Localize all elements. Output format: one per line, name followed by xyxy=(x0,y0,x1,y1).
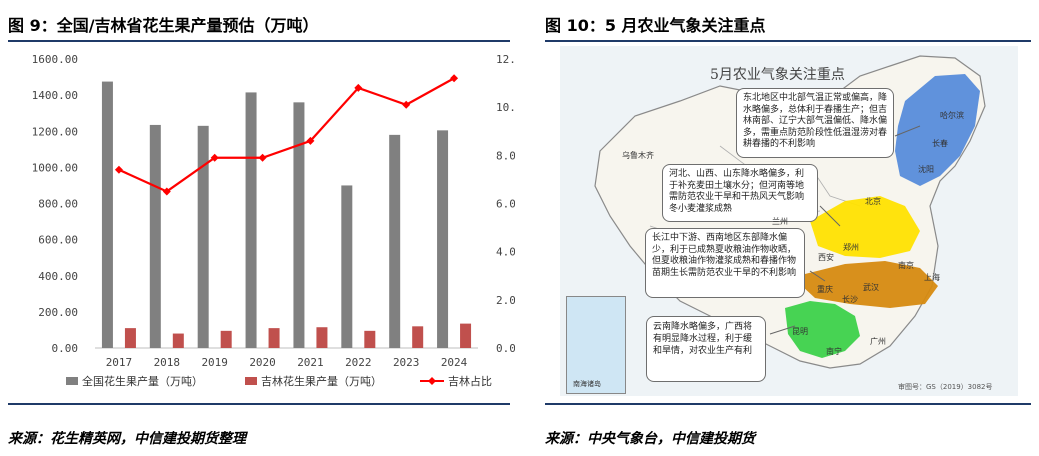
x-axis-tick-label: 2023 xyxy=(393,356,420,369)
place-xian: 西安 xyxy=(818,253,834,262)
southwest-region xyxy=(785,301,860,358)
right-figure-source: 来源：中央气象台，中信建投期货 xyxy=(545,431,755,447)
yangtze-annotation: 长江中下游、西南地区东部降水偏少，利于已成熟夏收粮油作物收晒，但夏收粮油作物灌浆… xyxy=(645,228,805,298)
right-figure-title: 图 10：5 月农业气象关注重点 xyxy=(545,16,766,35)
jilin-production-bar xyxy=(124,328,136,348)
left-title-rule xyxy=(8,40,510,42)
callout-pointers xyxy=(769,125,921,335)
right-axis-tick-label: 6.0% xyxy=(496,198,515,211)
northeast-region xyxy=(895,74,980,186)
peanut-production-chart: 0.00 200.00 400.00 600.00 800.00 1000.00 1200.… xyxy=(32,53,515,388)
jilin-production-bar xyxy=(460,323,472,348)
jilin-share-point xyxy=(162,187,171,196)
place-harbin: 哈尔滨 xyxy=(940,111,964,120)
jilin-share-point xyxy=(210,153,219,162)
x-axis-tick-label: 2017 xyxy=(106,356,133,369)
place-urumqi: 乌鲁木齐 xyxy=(622,151,654,160)
national-production-bar xyxy=(245,92,257,349)
place-nanning: 南宁 xyxy=(826,347,842,356)
place-shenyang: 沈阳 xyxy=(918,165,934,174)
right-axis-tick-label: 8.0% xyxy=(496,149,515,162)
legend-marker-share xyxy=(428,377,436,385)
jilin-production-bar xyxy=(364,330,376,348)
yangtze-region xyxy=(802,261,938,308)
jilin-share-point xyxy=(402,100,411,109)
north-china-annotation: 河北、山西、山东降水略偏多，利于补充麦田土壤水分；但河南等地需防范农业干旱和干热… xyxy=(662,164,818,222)
place-changchun: 长春 xyxy=(932,139,948,148)
left-axis-tick-label: 600.00 xyxy=(38,234,78,247)
left-figure-title: 图 9：全国/吉林省花生果产量预估（万吨） xyxy=(8,16,319,35)
right-bottom-rule xyxy=(545,403,1031,405)
inset-label: 南海诸岛 xyxy=(573,380,601,388)
map-title: 5月农业气象关注重点 xyxy=(710,67,845,83)
national-production-bar xyxy=(149,124,161,348)
place-zhengzhou: 郑州 xyxy=(843,243,859,252)
south-china-sea-inset: 南海诸岛 xyxy=(566,296,626,394)
left-figure-source: 来源：花生精英网，中信建投期货整理 xyxy=(8,431,246,447)
x-axis-tick-label: 2018 xyxy=(154,356,181,369)
jilin-production-bar xyxy=(316,327,328,348)
left-axis-tick-label: 800.00 xyxy=(38,198,78,211)
x-axis-tick-label: 2022 xyxy=(345,356,372,369)
national-production-bar xyxy=(341,185,353,348)
jilin-production-bar xyxy=(172,333,184,348)
place-lanzhou: 兰州 xyxy=(772,217,788,226)
legend-label-national: 全国花生果产量（万吨） xyxy=(82,374,203,388)
southwest-annotation: 云南降水略偏多，广西将有明显降水过程，利于缓和旱情，对农业生产有利 xyxy=(646,316,766,382)
jilin-production-bar xyxy=(412,326,424,348)
north-china-region xyxy=(810,196,920,258)
left-axis-tick-label: 1200.00 xyxy=(32,125,78,138)
national-production-bar xyxy=(101,81,113,348)
x-axis-tick-label: 2021 xyxy=(297,356,324,369)
national-production-bar xyxy=(389,134,401,348)
x-axis-tick-label: 2019 xyxy=(201,356,228,369)
jilin-share-point xyxy=(354,83,363,92)
national-production-bar xyxy=(293,102,305,348)
left-axis-tick-label: 0.00 xyxy=(52,342,79,355)
national-production-bar xyxy=(197,125,209,348)
right-axis-tick-label: 10.0% xyxy=(496,101,515,114)
legend-label-jilin: 吉林花生果产量（万吨） xyxy=(261,374,382,388)
map-approval-number: 审图号：GS（2019）3082号 xyxy=(898,383,993,391)
place-nanjing: 南京 xyxy=(898,261,914,270)
right-axis-tick-label: 12.0% xyxy=(496,53,515,66)
place-beijing: 北京 xyxy=(865,197,881,206)
left-axis-tick-label: 200.00 xyxy=(38,306,78,319)
right-axis-tick-label: 2.0% xyxy=(496,294,515,307)
place-kunming: 昆明 xyxy=(792,327,808,336)
jilin-share-point xyxy=(450,74,459,83)
national-production-bar xyxy=(437,130,449,348)
left-axis-tick-label: 1600.00 xyxy=(32,53,78,66)
right-axis-tick-label: 4.0% xyxy=(496,246,515,259)
legend-swatch-jilin xyxy=(245,377,257,385)
place-guangzhou: 广州 xyxy=(870,337,886,346)
x-axis-tick-label: 2024 xyxy=(441,356,468,369)
jilin-production-bar xyxy=(220,330,232,348)
northeast-annotation: 东北地区中北部气温正常或偏高，降水略偏多，总体利于春播生产；但吉林南部、辽宁大部… xyxy=(736,88,894,158)
right-axis-tick-label: 0.0% xyxy=(496,342,515,355)
x-axis-tick-label: 2020 xyxy=(249,356,276,369)
left-bottom-rule xyxy=(8,403,510,405)
jilin-share-point xyxy=(114,165,123,174)
jilin-share-point xyxy=(306,136,315,145)
legend-swatch-national xyxy=(66,377,78,385)
legend-label-share: 吉林占比 xyxy=(448,374,492,388)
left-axis-tick-label: 1400.00 xyxy=(32,89,78,102)
agro-weather-map: 5月农业气象关注重点 东北地区中北部气温正常或偏高，降水略偏多，总体利于春播生产… xyxy=(560,46,1018,396)
right-title-rule xyxy=(545,40,1031,42)
left-axis-tick-label: 1000.00 xyxy=(32,161,78,174)
jilin-share-line xyxy=(118,77,455,193)
place-chongqing: 重庆 xyxy=(817,285,833,294)
jilin-production-bar xyxy=(268,328,280,348)
jilin-share-point xyxy=(258,153,267,162)
place-changsha: 长沙 xyxy=(842,295,858,304)
place-wuhan: 武汉 xyxy=(863,283,879,292)
place-shanghai: 上海 xyxy=(924,273,940,282)
left-axis-tick-label: 400.00 xyxy=(38,270,78,283)
